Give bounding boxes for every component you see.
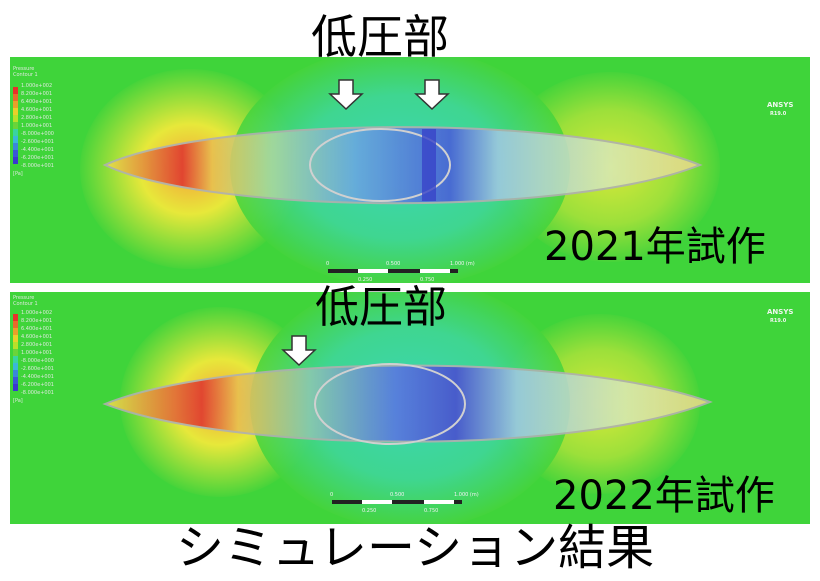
legend-subtitle: Contour 1 — [13, 301, 38, 307]
ansys-version: R19.0 — [770, 318, 787, 324]
legend-unit: [Pa] — [13, 171, 23, 177]
pressure-legend: Pressure Contour 1 1.000e+002 8.200e+001… — [13, 66, 54, 177]
legend-value: 6.400e+001 — [21, 326, 52, 332]
svg-text:0.250: 0.250 — [358, 277, 372, 283]
svg-text:1.000 (m): 1.000 (m) — [454, 492, 479, 498]
svg-text:0.250: 0.250 — [362, 508, 376, 514]
legend-value: 6.400e+001 — [21, 99, 52, 105]
arrow-indicator-2 — [414, 79, 450, 111]
legend-value: -4.400e+001 — [21, 374, 54, 380]
legend-value: -8.000e+001 — [21, 390, 54, 396]
arrow-indicator-3 — [281, 335, 317, 367]
pressure-contour-image-2022: Pressure Contour 1 1.000e+002 8.200e+001… — [10, 292, 810, 524]
svg-text:0: 0 — [326, 261, 329, 267]
legend-value: 1.000e+002 — [21, 310, 52, 316]
pressure-legend: Pressure Contour 1 1.000e+002 8.200e+001… — [13, 295, 54, 404]
legend-value: 8.200e+001 — [21, 91, 52, 97]
simulation-panel-2022: Pressure Contour 1 1.000e+002 8.200e+001… — [10, 292, 810, 524]
legend-value: -8.000e+000 — [21, 358, 54, 364]
low-pressure-label-2022: 低圧部 — [315, 282, 447, 333]
legend-subtitle: Contour 1 — [13, 72, 38, 78]
legend-value: 4.600e+001 — [21, 107, 52, 113]
ansys-logo: ANSYS — [767, 308, 793, 316]
svg-text:0.500: 0.500 — [390, 492, 404, 498]
simulation-panel-2021: Pressure Contour 1 1.000e+002 8.200e+001… — [10, 57, 810, 283]
pressure-contour-image-2021: Pressure Contour 1 1.000e+002 8.200e+001… — [10, 57, 810, 283]
legend-value: 4.600e+001 — [21, 334, 52, 340]
legend-value: -6.200e+001 — [21, 155, 54, 161]
prototype-label-2021: 2021年試作 — [544, 224, 766, 270]
legend-value: 1.000e+002 — [21, 83, 52, 89]
prototype-label-2022: 2022年試作 — [553, 473, 775, 519]
ansys-logo: ANSYS — [767, 101, 793, 109]
legend-value: 8.200e+001 — [21, 318, 52, 324]
scale-bar: 0 0.500 1.000 (m) 0.250 0.750 — [326, 261, 475, 283]
legend-value: -2.600e+001 — [21, 366, 54, 372]
legend-value: 1.000e+001 — [21, 123, 52, 129]
svg-text:1.000 (m): 1.000 (m) — [450, 261, 475, 267]
legend-value: 2.800e+001 — [21, 115, 52, 121]
legend-title: Pressure — [13, 66, 34, 72]
low-pressure-label-top: 低圧部 — [311, 10, 449, 64]
caption: シミュレーション結果 — [176, 520, 655, 576]
legend-value: 1.000e+001 — [21, 350, 52, 356]
legend-value: -8.000e+001 — [21, 163, 54, 169]
legend-value: -4.400e+001 — [21, 147, 54, 153]
svg-text:0: 0 — [330, 492, 333, 498]
legend-value: -2.600e+001 — [21, 139, 54, 145]
legend-value: 2.800e+001 — [21, 342, 52, 348]
scale-bar: 0 0.500 1.000 (m) 0.250 0.750 — [330, 492, 479, 514]
arrow-indicator-1 — [328, 79, 364, 111]
svg-text:0.750: 0.750 — [424, 508, 438, 514]
svg-text:0.500: 0.500 — [386, 261, 400, 267]
legend-title: Pressure — [13, 295, 34, 301]
legend-unit: [Pa] — [13, 398, 23, 404]
legend-value: -8.000e+000 — [21, 131, 54, 137]
ansys-version: R19.0 — [770, 111, 787, 117]
legend-value: -6.200e+001 — [21, 382, 54, 388]
svg-text:0.750: 0.750 — [420, 277, 434, 283]
